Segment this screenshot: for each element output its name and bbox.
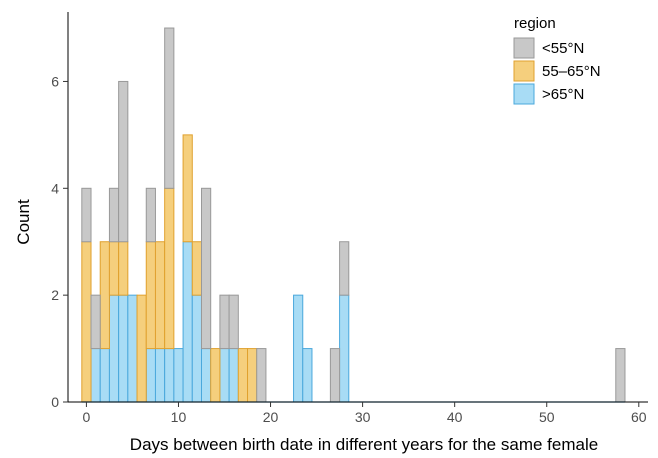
bar-55-65-n-day-2	[99, 241, 110, 350]
bar-55-n-day-0	[81, 187, 92, 243]
legend-swatch-65-n	[513, 83, 535, 105]
bar-55-65-n-day-8	[154, 241, 166, 350]
bar-55-65-n-day-3	[108, 241, 120, 296]
bar-65-n-day-24	[302, 348, 313, 403]
x-tick-label-10: 10	[171, 409, 187, 425]
y-tick-label-6: 6	[51, 73, 59, 89]
legend-label-65-n: >65°N	[542, 86, 584, 103]
bar-55-65-n-day-12	[191, 241, 202, 296]
bar-55-65-n-day-0	[81, 241, 92, 403]
bar-55-n-day-27	[329, 348, 341, 403]
x-tick-label-60: 60	[631, 409, 647, 425]
bar-55-65-n-day-17	[237, 348, 249, 403]
bar-55-65-n-day-18	[247, 348, 258, 403]
bar-55-n-day-28	[339, 241, 350, 296]
bar-65-n-day-9	[164, 348, 175, 403]
axes-layer	[67, 12, 648, 403]
legend: region <55°N 55–65°N >65°N	[513, 15, 601, 105]
bar-55-65-n-day-7	[145, 241, 156, 350]
bar-65-n-day-28	[339, 294, 350, 403]
bar-65-n-day-13	[200, 348, 212, 403]
bar-55-65-n-day-14	[210, 348, 221, 403]
legend-title: region	[514, 15, 556, 32]
bar-65-n-day-10	[173, 348, 184, 403]
x-tick-label-20: 20	[263, 409, 279, 425]
bar-55-n-day-3	[108, 187, 120, 243]
bar-55-65-n-day-11	[182, 134, 193, 243]
bar-55-n-day-16	[228, 294, 239, 350]
y-tick-label-4: 4	[51, 180, 59, 196]
bar-55-65-n-day-6	[136, 294, 147, 403]
legend-label-55-65-n: 55–65°N	[542, 63, 601, 80]
x-tick-label-40: 40	[447, 409, 463, 425]
bar-65-n-day-23	[293, 294, 304, 403]
y-tick-label-0: 0	[51, 394, 59, 410]
bar-55-n-day-13	[200, 187, 212, 350]
bar-55-n-day-4	[118, 80, 129, 243]
legend-swatch-55-n	[513, 37, 535, 59]
bar-65-n-day-12	[191, 294, 202, 403]
legend-label-55-n: <55°N	[542, 40, 584, 57]
bar-65-n-day-1	[90, 348, 101, 403]
bar-65-n-day-8	[154, 348, 166, 403]
bar-55-n-day-7	[145, 187, 156, 243]
legend-items: <55°N 55–65°N >65°N	[513, 37, 601, 105]
bar-65-n-day-7	[145, 348, 156, 403]
x-ticks: 0 10 20 30 40 50 60	[83, 402, 647, 425]
x-tick-label-50: 50	[539, 409, 555, 425]
x-tick-label-0: 0	[83, 409, 91, 425]
bar-55-n-day-19	[256, 348, 267, 403]
y-tick-label-2: 2	[51, 287, 59, 303]
bar-65-n-day-11	[182, 241, 193, 403]
bar-55-n-day-58	[615, 348, 626, 403]
y-ticks: 0 2 4 6	[51, 73, 68, 410]
bar-65-n-day-15	[219, 348, 230, 403]
y-axis-title: Count	[14, 199, 33, 245]
bar-65-n-day-3	[108, 294, 120, 403]
bar-65-n-day-16	[228, 348, 239, 403]
x-tick-label-30: 30	[355, 409, 371, 425]
bar-55-n-day-15	[219, 294, 230, 350]
bar-55-65-n-day-9	[164, 187, 175, 350]
bar-65-n-day-4	[118, 294, 129, 403]
bar-55-65-n-day-4	[118, 241, 129, 296]
bar-65-n-day-5	[127, 294, 138, 403]
legend-swatch-55-65-n	[513, 60, 535, 82]
bars-layer	[81, 27, 626, 403]
bar-55-n-day-9	[164, 27, 175, 189]
bar-65-n-day-2	[99, 348, 110, 403]
x-axis-title: Days between birth date in different yea…	[130, 435, 598, 454]
bar-55-n-day-1	[90, 294, 101, 350]
